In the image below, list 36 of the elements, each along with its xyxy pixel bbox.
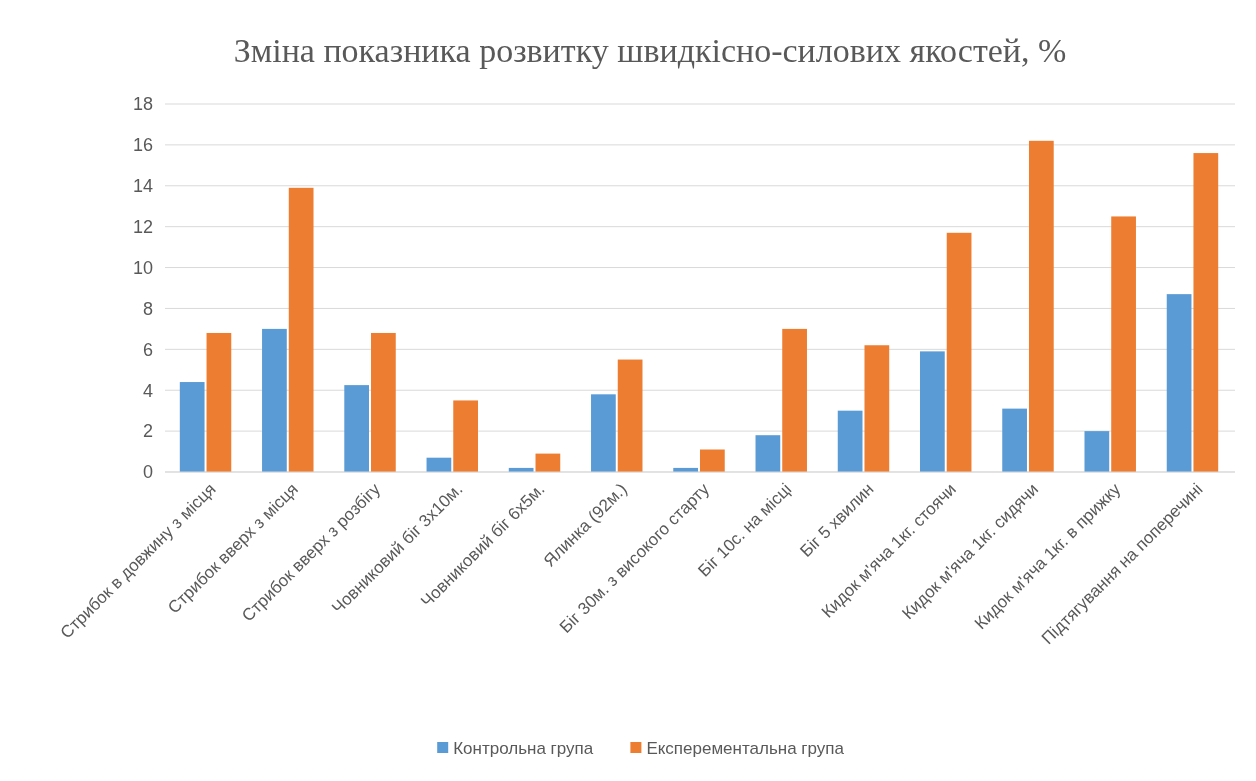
chart-title: Зміна показника розвитку швидкісно-силових якостей, % xyxy=(233,32,1067,69)
bar xyxy=(946,232,972,472)
legend-label: Експерементальна група xyxy=(646,738,845,758)
bar xyxy=(206,332,232,472)
bar xyxy=(617,359,643,472)
bar xyxy=(1193,153,1219,472)
bar xyxy=(782,328,807,472)
bar xyxy=(535,453,561,472)
bar xyxy=(1111,216,1136,472)
bar xyxy=(371,332,396,472)
bar xyxy=(288,187,314,472)
bar xyxy=(920,351,945,472)
legend-label: Контрольна група xyxy=(453,738,594,758)
y-tick-label: 6 xyxy=(142,339,153,360)
bar xyxy=(755,435,781,472)
bar xyxy=(1166,294,1192,472)
bar xyxy=(344,385,370,472)
y-tick-label: 2 xyxy=(142,421,153,442)
bar xyxy=(262,328,287,472)
bar xyxy=(700,449,725,472)
bar xyxy=(591,394,616,472)
bar xyxy=(1028,140,1054,472)
y-tick-label: 8 xyxy=(142,298,153,319)
y-tick-label: 12 xyxy=(132,216,153,237)
bar xyxy=(179,382,205,472)
bar xyxy=(453,400,478,472)
y-tick-label: 0 xyxy=(142,462,153,483)
bar xyxy=(864,345,890,472)
bar xyxy=(837,410,863,472)
y-tick-label: 4 xyxy=(142,380,153,401)
y-tick-label: 14 xyxy=(132,176,153,197)
y-tick-label: 18 xyxy=(132,94,153,115)
bar xyxy=(1084,431,1110,472)
y-tick-label: 16 xyxy=(132,135,153,156)
y-tick-label: 10 xyxy=(132,257,153,278)
bar xyxy=(1002,408,1027,472)
